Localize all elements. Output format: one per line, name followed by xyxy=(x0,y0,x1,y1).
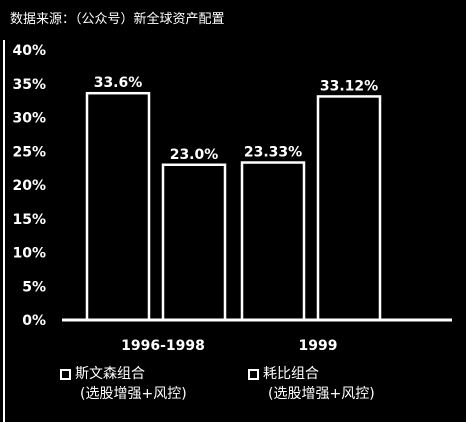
legend-item-1: 斯文森组合 (选股增强+风控) xyxy=(60,364,187,404)
legend-label-2: 耗比组合 xyxy=(263,366,319,382)
bar xyxy=(316,95,382,322)
bar xyxy=(85,91,151,322)
bar xyxy=(161,163,227,322)
legend-item-2: 耗比组合 (选股增强+风控) xyxy=(248,364,375,404)
y-tick-label: 30% xyxy=(12,111,46,127)
x-category-label: 1999 xyxy=(299,338,338,354)
data-label: 23.0% xyxy=(170,147,219,163)
legend-sublabel-1: (选股增强+风控) xyxy=(80,386,187,402)
y-tick-label: 15% xyxy=(12,212,46,228)
y-tick-label: 5% xyxy=(22,279,46,295)
y-tick-label: 25% xyxy=(12,144,46,160)
legend-swatch-1 xyxy=(60,368,71,380)
x-category-label: 1996-1998 xyxy=(121,338,205,354)
data-label: 23.33% xyxy=(244,145,302,161)
source-note: 数据来源：（公众号）新全球资产配置 xyxy=(8,8,227,27)
data-label: 33.6% xyxy=(94,75,143,91)
y-tick-label: 0% xyxy=(22,313,46,329)
y-tick-label: 35% xyxy=(12,77,46,93)
data-label: 33.12% xyxy=(320,78,378,94)
y-tick-label: 40% xyxy=(12,43,46,59)
legend-label-1: 斯文森组合 xyxy=(75,366,145,382)
legend-swatch-2 xyxy=(248,368,259,380)
bar xyxy=(240,161,306,322)
y-tick-label: 10% xyxy=(12,246,46,262)
legend-sublabel-2: (选股增强+风控) xyxy=(268,386,375,402)
y-tick-label: 20% xyxy=(12,178,46,194)
